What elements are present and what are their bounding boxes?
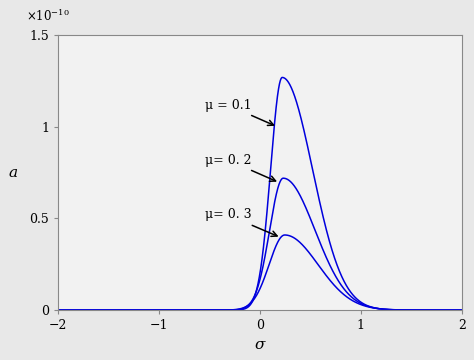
X-axis label: σ: σ [255, 338, 265, 352]
Text: $\times 10^{-10}$: $\times 10^{-10}$ [26, 8, 70, 24]
Text: μ= 0. 2: μ= 0. 2 [205, 154, 275, 181]
Y-axis label: a: a [9, 166, 18, 180]
Text: μ= 0. 3: μ= 0. 3 [205, 208, 277, 237]
Text: μ = 0.1: μ = 0.1 [205, 99, 273, 125]
